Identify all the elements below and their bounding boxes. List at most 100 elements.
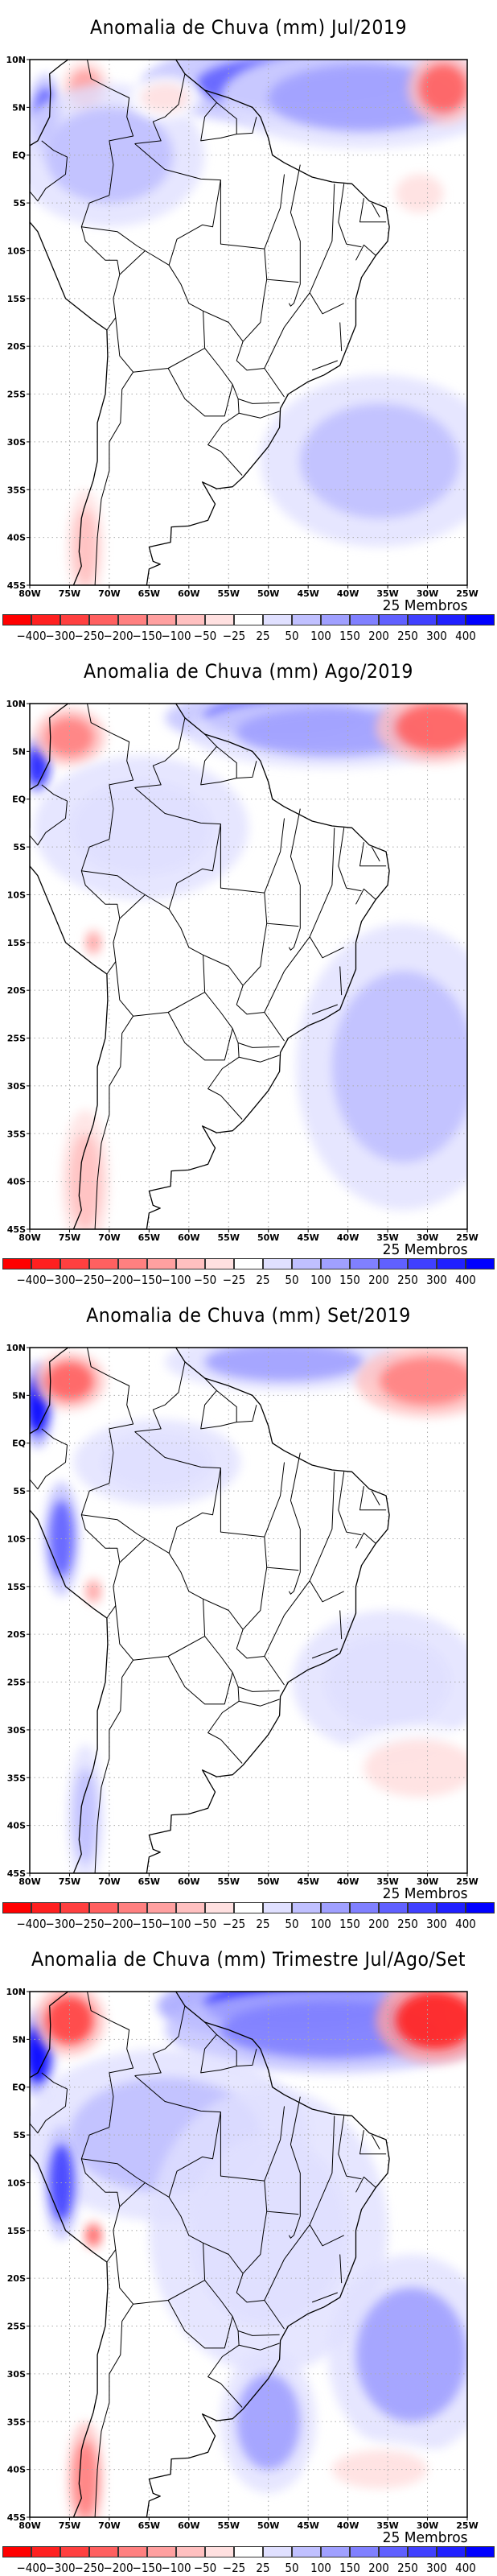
- colorbar-swatch: [466, 2546, 495, 2557]
- lat-tick-label: 10N: [6, 1343, 26, 1353]
- lat-tick-label: 30S: [7, 1081, 26, 1092]
- border-line: [220, 1468, 268, 1649]
- lat-tick-label: 40S: [7, 533, 26, 543]
- lon-tick-label: 40W: [337, 2520, 359, 2531]
- lat-tick-label: 5S: [13, 842, 26, 852]
- colorbar-label: −50: [193, 1917, 217, 1931]
- lat-tick-label: 25S: [7, 390, 26, 400]
- lon-tick-label: 80W: [18, 1876, 40, 1887]
- colorbar-swatch: [437, 614, 466, 625]
- colorbar-label: −400: [16, 2561, 47, 2575]
- lat-tick-label: 35S: [7, 1773, 26, 1783]
- border-line: [338, 2116, 362, 2180]
- colorbar-swatch: [234, 2546, 263, 2557]
- colorbar-swatch: [408, 614, 437, 625]
- border-line: [203, 2242, 244, 2274]
- colorbar-label: −25: [222, 1917, 246, 1931]
- colorbar-label: 50: [285, 1917, 299, 1931]
- lat-tick-label: 5N: [12, 746, 26, 757]
- colorbar-label: 400: [455, 629, 476, 643]
- border-line: [200, 2021, 257, 2074]
- colorbar-label: −200: [103, 629, 133, 643]
- colorbar-label: 250: [397, 1273, 418, 1287]
- colorbar-swatch: [408, 2546, 437, 2557]
- border-line: [200, 733, 257, 786]
- lat-tick-label: EQ: [12, 151, 26, 161]
- lat-tick-label: 5N: [12, 2034, 26, 2045]
- colorbar-swatch: [205, 1258, 234, 1269]
- lon-tick-label: 35W: [376, 1876, 398, 1887]
- border-line: [359, 2130, 387, 2155]
- border-line: [311, 1004, 338, 1015]
- border-line: [200, 89, 257, 142]
- colorbar-label: 300: [426, 2561, 447, 2575]
- panel-title: Anomalia de Chuva (mm) Set/2019: [86, 1304, 411, 1327]
- lat-tick-label: 15S: [7, 2226, 26, 2236]
- colorbar-label: 25: [256, 1273, 270, 1287]
- coastline: [30, 1992, 390, 2517]
- border-line: [359, 842, 387, 867]
- lon-tick-label: 40W: [337, 1232, 359, 1243]
- border-line: [203, 1598, 244, 1630]
- colorbar-swatch: [292, 1902, 321, 1913]
- border-line: [216, 746, 237, 778]
- border-line: [80, 2127, 121, 2263]
- lon-tick-label: 35W: [376, 1232, 398, 1243]
- border-line: [81, 226, 146, 251]
- colorbar-swatch: [350, 1258, 379, 1269]
- border-line: [338, 1472, 362, 1536]
- colorbar-swatch: [147, 2546, 176, 2557]
- colorbar-swatch: [118, 1902, 147, 1913]
- colorbar-swatch: [89, 2546, 118, 2557]
- colorbar-label: −100: [161, 1273, 191, 1287]
- border-line: [200, 1377, 257, 1430]
- colorbar-swatch: [147, 1902, 176, 1913]
- colorbar: [2, 2546, 495, 2557]
- border-line: [290, 164, 301, 303]
- lon-tick-label: 60W: [178, 1232, 199, 1243]
- colorbar-label: −200: [103, 1917, 133, 1931]
- colorbar-labels: −400 −300 −250 −200 −150 −100 −50 −25 25 50 100 150…: [0, 1917, 497, 1931]
- lon-tick-label: 55W: [218, 1876, 240, 1887]
- colorbar-label: 25: [256, 629, 270, 643]
- border-line: [266, 2211, 299, 2215]
- border-line: [237, 2330, 280, 2336]
- colorbar-swatch: [2, 2546, 31, 2557]
- lon-tick-label: 80W: [18, 588, 40, 599]
- colorbar-swatch: [118, 614, 147, 625]
- lon-tick-label: 70W: [98, 1876, 120, 1887]
- lon-tick-label: 65W: [138, 1232, 160, 1243]
- colorbar-swatch: [176, 1902, 205, 1913]
- colorbar-label: −50: [193, 1273, 217, 1287]
- border-line: [309, 828, 344, 959]
- colorbar-swatch: [350, 2546, 379, 2557]
- map-panel: Anomalia de Chuva (mm) Jul/2019 10N 5N EQ 5S…: [0, 0, 497, 644]
- border-line: [290, 2096, 301, 2235]
- anomaly-cell: [87, 932, 101, 952]
- colorbar-label: 300: [426, 629, 447, 643]
- colorbar-label: 200: [368, 629, 389, 643]
- lon-tick-label: 70W: [98, 1232, 120, 1243]
- lon-tick-label: 30W: [417, 2520, 438, 2531]
- colorbar-swatch: [263, 614, 292, 625]
- anomaly-cell: [323, 1634, 452, 1730]
- colorbar-swatch: [263, 1902, 292, 1913]
- colorbar: [2, 614, 495, 625]
- panel-title: Anomalia de Chuva (mm) Trimestre Jul/Ago…: [31, 1948, 466, 1971]
- anomaly-cell: [395, 704, 467, 752]
- colorbar-label: 100: [310, 1273, 331, 1287]
- colorbar-swatch: [437, 2546, 466, 2557]
- colorbar-swatch: [321, 1258, 350, 1269]
- colorbar-label: −150: [132, 1273, 162, 1287]
- lon-tick-label: 30W: [417, 1876, 438, 1887]
- lon-tick-label: 45W: [297, 1232, 318, 1243]
- colorbar-swatch: [89, 614, 118, 625]
- lon-tick-label: 35W: [376, 588, 398, 599]
- border-line: [94, 1659, 134, 1873]
- lat-tick-label: 5S: [13, 198, 26, 208]
- border-line: [290, 808, 301, 947]
- colorbar-label: −50: [193, 2561, 217, 2575]
